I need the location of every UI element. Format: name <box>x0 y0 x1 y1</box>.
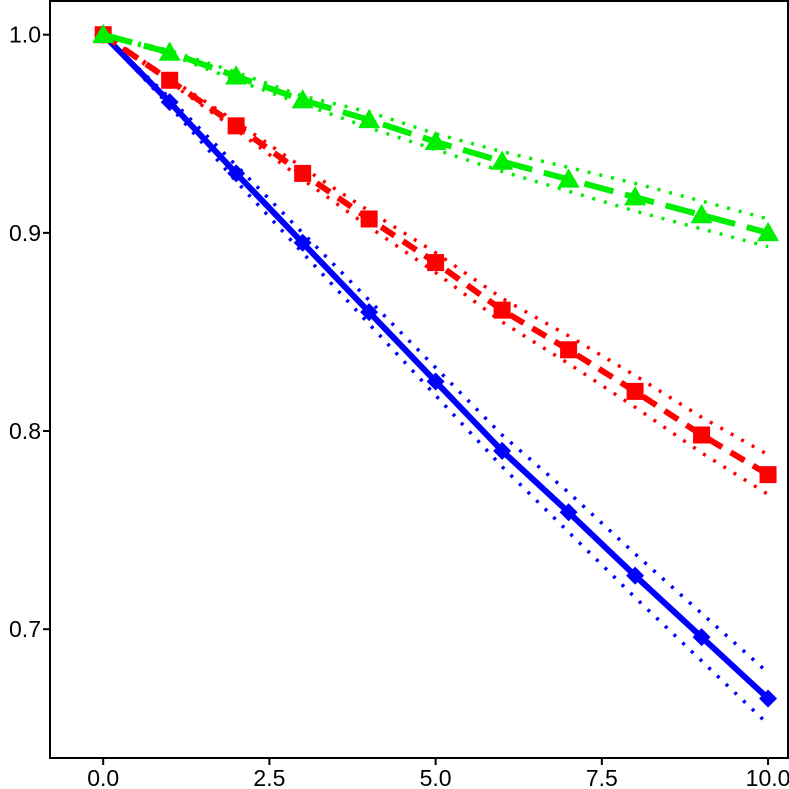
x-tick-label-0: 0.0 <box>87 765 119 789</box>
series-1-lower-bound <box>101 33 770 726</box>
series-2-point-5 <box>427 254 445 272</box>
series-3-point-2 <box>225 65 248 85</box>
y-tick-label-1: 0.8 <box>9 418 41 444</box>
series-1-point-5 <box>426 372 445 391</box>
series-1-point-6 <box>493 441 512 460</box>
series-3-point-5 <box>424 130 447 150</box>
series-1-point-4 <box>360 303 379 322</box>
axis-layer: 0.0 2.5 5.0 7.5 10.0 0.7 0.8 0.9 1.0 <box>9 22 789 789</box>
plot-frame <box>49 0 789 759</box>
series-3-point-10 <box>757 221 780 242</box>
series-layer <box>92 23 780 726</box>
x-tick-label-3: 7.5 <box>586 765 618 789</box>
series-3-point-1 <box>158 41 181 61</box>
y-tick-label-3: 1.0 <box>9 22 41 48</box>
series-3-point-3 <box>291 89 314 109</box>
series-group-2 <box>94 26 777 496</box>
series-2-point-10 <box>759 466 777 484</box>
series-group-3 <box>92 23 780 249</box>
series-2-point-8 <box>626 382 644 400</box>
y-tick-label-0: 0.7 <box>9 616 41 642</box>
series-1-point-9 <box>692 628 711 647</box>
series-1-point-1 <box>160 93 179 112</box>
series-group-1 <box>94 25 778 726</box>
series-3-point-6 <box>491 150 514 170</box>
series-3-point-4 <box>358 108 381 129</box>
series-1-point-2 <box>227 164 246 183</box>
series-2-point-4 <box>360 210 378 228</box>
series-2-lower-bound <box>102 33 770 496</box>
x-tick-label-1: 2.5 <box>253 765 285 789</box>
series-3-point-8 <box>624 186 647 206</box>
series-1-point-7 <box>559 503 578 522</box>
series-1-upper-bound <box>101 33 770 675</box>
series-2-point-1 <box>161 71 179 89</box>
series-3-point-7 <box>557 168 580 188</box>
series-2-point-3 <box>294 164 312 182</box>
series-1-point-10 <box>759 689 778 708</box>
series-2-point-6 <box>493 301 511 319</box>
x-tick-label-4: 10.0 <box>746 765 789 789</box>
series-3-point-9 <box>690 204 713 224</box>
series-3-point-0 <box>92 23 115 43</box>
y-tick-label-2: 0.9 <box>9 220 41 246</box>
series-2-point-9 <box>693 426 711 444</box>
series-1-point-3 <box>293 233 312 252</box>
x-tick-label-2: 5.0 <box>420 765 452 789</box>
series-1-point-8 <box>626 566 645 585</box>
series-2-upper-bound <box>102 33 769 457</box>
series-2-point-2 <box>227 117 245 135</box>
series-2-point-7 <box>560 341 578 359</box>
